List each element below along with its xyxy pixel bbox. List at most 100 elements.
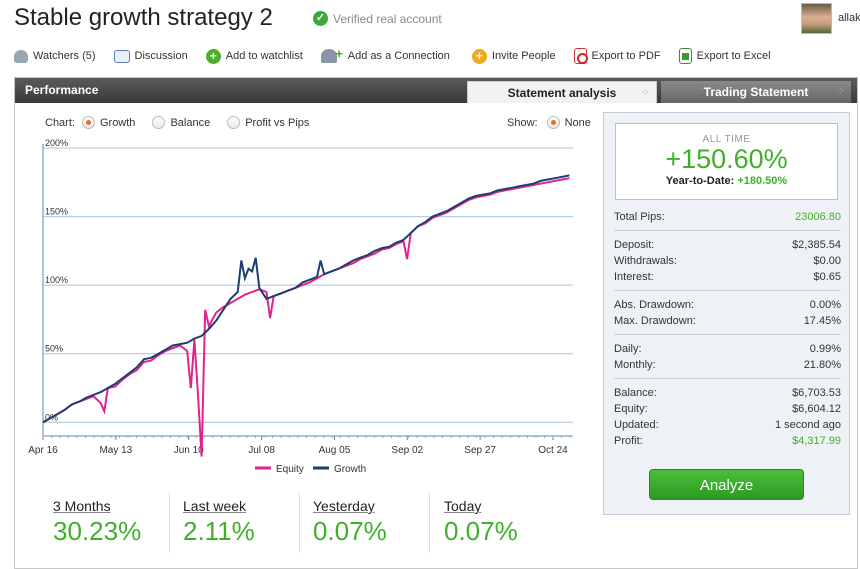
- growth-chart: 200%150%100%50%0%Apr 16 May 13 Jun 10 Jul 0…: [28, 138, 573, 475]
- pdf-icon: [573, 48, 588, 64]
- row-equity: Equity: $6,604.12: [614, 401, 841, 417]
- discussion-button[interactable]: Discussion: [113, 48, 188, 64]
- row-updated: Updated: 1 second ago: [614, 417, 841, 433]
- page-title: Stable growth strategy 2: [14, 4, 273, 31]
- stat-last-week-value: 2.11%: [183, 516, 255, 546]
- y-tick-label: 50%: [45, 344, 63, 354]
- equity-value: $6,604.12: [792, 403, 841, 415]
- summary-rows: Total Pips: 23006.80 Deposit: $2,385.54 Wi…: [614, 209, 841, 449]
- divider: [299, 493, 300, 553]
- withdrawals-label: Withdrawals:: [614, 255, 677, 267]
- y-tick-label: 100%: [45, 275, 68, 285]
- x-tick-label: Sep 02: [391, 445, 423, 456]
- add-icon: +: [205, 48, 221, 64]
- profit-label: Profit:: [614, 435, 643, 447]
- row-monthly: Monthly: 21.80%: [614, 357, 841, 373]
- option-balance[interactable]: Balance: [152, 116, 210, 129]
- export-excel-label: Export to Excel: [696, 50, 771, 62]
- separator: [614, 378, 841, 379]
- updated-value: 1 second ago: [774, 419, 841, 431]
- daily-value: 0.99%: [809, 343, 841, 355]
- row-abs-drawdown: Abs. Drawdown: 0.00%: [614, 297, 841, 313]
- x-tick-label: Oct 24: [538, 445, 568, 456]
- discussion-label: Discussion: [134, 50, 188, 62]
- separator: [614, 334, 841, 335]
- analyze-button[interactable]: Analyze: [649, 469, 804, 500]
- ytd-label: Year-to-Date:: [665, 175, 735, 187]
- tab-statement-analysis-label: Statement analysis: [507, 86, 617, 100]
- show-none-label: None: [564, 116, 591, 129]
- stat-3-months-label[interactable]: 3 Months: [53, 498, 111, 514]
- stat-3-months-value: 30.23%: [53, 516, 142, 546]
- row-profit: Profit: $4,317.99: [614, 433, 841, 449]
- total-pips-label: Total Pips:: [614, 211, 665, 223]
- abs-drawdown-value: 0.00%: [809, 299, 841, 311]
- row-daily: Daily: 0.99%: [614, 341, 841, 357]
- monthly-value: 21.80%: [803, 359, 841, 371]
- option-growth[interactable]: Growth: [81, 116, 136, 129]
- stat-yesterday-value: 0.07%: [313, 516, 387, 546]
- profit-value: $4,317.99: [792, 435, 841, 447]
- radio-show-none[interactable]: [546, 116, 560, 129]
- tab-trading-statement[interactable]: Trading Statement ⁘: [661, 81, 851, 103]
- withdrawals-value: $0.00: [813, 255, 841, 267]
- x-tick-label: Apr 16: [28, 445, 58, 456]
- daily-label: Daily:: [614, 343, 642, 355]
- radio-balance[interactable]: [152, 116, 166, 129]
- total-pips-value: 23006.80: [795, 211, 841, 223]
- chart-options-label: Chart:: [45, 116, 75, 129]
- watchers-icon: [14, 49, 28, 63]
- option-profit-vs-pips[interactable]: Profit vs Pips: [227, 116, 309, 129]
- watchers-button[interactable]: Watchers (5): [14, 48, 96, 64]
- max-drawdown-value: 17.45%: [803, 315, 841, 327]
- row-total-pips: Total Pips: 23006.80: [614, 209, 841, 225]
- option-balance-label: Balance: [170, 116, 211, 129]
- balance-value: $6,703.53: [792, 387, 841, 399]
- action-bar: Watchers (5) Discussion + Add to watchli…: [14, 46, 789, 64]
- show-label: Show:: [507, 116, 538, 129]
- add-connection-button[interactable]: Add as a Connection: [320, 46, 450, 64]
- option-growth-label: Growth: [99, 116, 136, 129]
- performance-panel: Performance Statement analysis ⁘ Trading…: [14, 77, 858, 569]
- stat-yesterday-label[interactable]: Yesterday: [313, 498, 375, 514]
- all-time-label: ALL TIME: [702, 134, 751, 145]
- stat-today: Today 0.07%: [444, 498, 564, 547]
- stat-last-week: Last week 2.11%: [183, 498, 303, 547]
- all-time-box: ALL TIME +150.60% Year-to-Date: +180.50%: [615, 123, 838, 200]
- connection-icon: [320, 46, 343, 63]
- deposit-label: Deposit:: [614, 239, 655, 251]
- separator: [614, 230, 841, 231]
- add-connection-label: Add as a Connection: [347, 50, 450, 62]
- abs-drawdown-label: Abs. Drawdown:: [614, 299, 695, 311]
- stat-today-label[interactable]: Today: [444, 498, 482, 514]
- balance-label: Balance:: [614, 387, 657, 399]
- deposit-value: $2,385.54: [792, 239, 841, 251]
- invite-people-button[interactable]: + Invite People: [471, 48, 556, 64]
- add-to-watchlist-button[interactable]: + Add to watchlist: [205, 48, 303, 64]
- discussion-icon: [113, 49, 130, 63]
- interest-label: Interest:: [614, 271, 654, 283]
- divider: [429, 493, 430, 553]
- username[interactable]: allak: [838, 12, 860, 24]
- avatar[interactable]: [801, 3, 832, 34]
- equity-label: Equity:: [614, 403, 648, 415]
- invite-icon: +: [471, 48, 487, 64]
- watchers-label: Watchers (5): [33, 50, 96, 62]
- summary-box: ALL TIME +150.60% Year-to-Date: +180.50%…: [603, 112, 850, 515]
- stat-last-week-label[interactable]: Last week: [183, 498, 247, 514]
- export-excel-button[interactable]: Export to Excel: [678, 48, 771, 64]
- radio-profit-vs-pips[interactable]: [227, 116, 241, 129]
- row-balance: Balance: $6,703.53: [614, 385, 841, 401]
- ytd: Year-to-Date: +180.50%: [616, 175, 837, 187]
- x-tick-label: Jun 10: [174, 445, 204, 456]
- tab-statement-analysis[interactable]: Statement analysis ⁘: [467, 81, 657, 103]
- x-tick-label: Aug 05: [319, 445, 351, 456]
- radio-growth[interactable]: [81, 116, 95, 129]
- export-pdf-button[interactable]: Export to PDF: [573, 48, 661, 64]
- row-withdrawals: Withdrawals: $0.00: [614, 253, 841, 269]
- interest-value: $0.65: [813, 271, 841, 283]
- y-tick-label: 200%: [45, 138, 68, 148]
- monthly-label: Monthly:: [614, 359, 656, 371]
- ytd-value: +180.50%: [737, 175, 788, 187]
